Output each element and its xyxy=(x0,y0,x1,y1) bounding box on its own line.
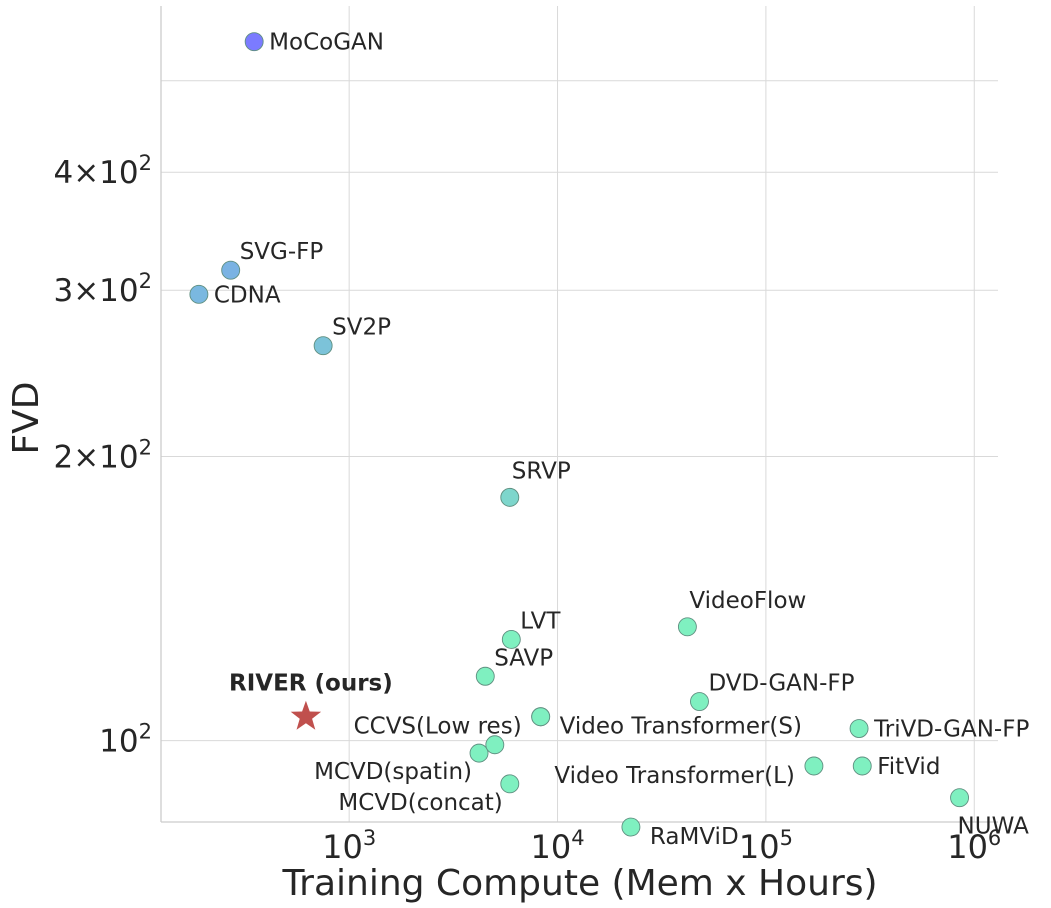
y-tick-label: 102 xyxy=(99,720,152,760)
highlight-star xyxy=(290,700,322,730)
point-labels: MoCoGAN SVG-FP CDNA SV2P SRVP LVT SAVP VideoFlo… xyxy=(214,30,1030,850)
data-point xyxy=(531,707,551,727)
data-point xyxy=(500,774,520,794)
point-label: VideoFlow xyxy=(689,588,806,614)
y-axis-title: FVD xyxy=(6,381,47,454)
y-tick-label: 4×102 xyxy=(53,151,152,191)
point-label: SV2P xyxy=(332,315,391,341)
data-point xyxy=(189,284,209,304)
point-label: LVT xyxy=(520,608,561,634)
x-tick-label: 105 xyxy=(739,826,793,866)
y-tick-label: 3×102 xyxy=(53,269,152,309)
point-label: MCVD(spatin) xyxy=(314,759,472,785)
point-label: Video Transformer(S) xyxy=(560,714,802,740)
data-point xyxy=(950,788,970,808)
grid-lines xyxy=(161,6,998,822)
y-tick-label: 2×102 xyxy=(53,435,152,475)
point-label: DVD-GAN-FP xyxy=(708,671,854,697)
data-point xyxy=(501,629,521,649)
point-label: FitVid xyxy=(877,754,940,780)
data-point xyxy=(469,743,489,763)
point-label: NUWA xyxy=(958,814,1030,840)
data-point xyxy=(852,756,872,776)
point-label: Video Transformer(L) xyxy=(554,763,795,789)
x-tick-label: 106 xyxy=(947,826,1001,866)
point-label: SRVP xyxy=(512,458,571,484)
data-point xyxy=(485,735,505,755)
highlight-label: RIVER (ours) xyxy=(229,671,393,697)
point-label: TriVD-GAN-FP xyxy=(873,717,1029,743)
y-tick-labels: 102 2×102 3×102 4×102 xyxy=(53,151,152,759)
point-label: CCVS(Low res) xyxy=(354,714,522,740)
x-tick-label: 103 xyxy=(322,826,376,866)
data-point xyxy=(244,32,264,52)
data-points xyxy=(189,32,970,837)
axis-spines xyxy=(160,6,998,823)
point-label: SVG-FP xyxy=(240,239,324,265)
x-tick-label: 104 xyxy=(530,826,584,866)
data-point xyxy=(221,260,241,280)
data-point xyxy=(677,617,697,637)
data-point xyxy=(849,719,869,738)
data-point xyxy=(313,336,333,356)
point-label: MoCoGAN xyxy=(269,30,384,56)
point-label: SAVP xyxy=(494,645,553,671)
data-point xyxy=(621,817,641,837)
data-point xyxy=(804,756,824,776)
data-point xyxy=(475,666,495,686)
x-tick-labels: 103 104 105 106 xyxy=(322,826,1001,866)
point-label: MCVD(concat) xyxy=(338,790,502,816)
data-point xyxy=(500,487,520,507)
point-label: RaMViD xyxy=(650,824,739,850)
point-label: CDNA xyxy=(214,282,281,308)
x-axis-title: Training Compute (Mem x Hours) xyxy=(281,863,877,904)
data-point xyxy=(690,692,709,712)
